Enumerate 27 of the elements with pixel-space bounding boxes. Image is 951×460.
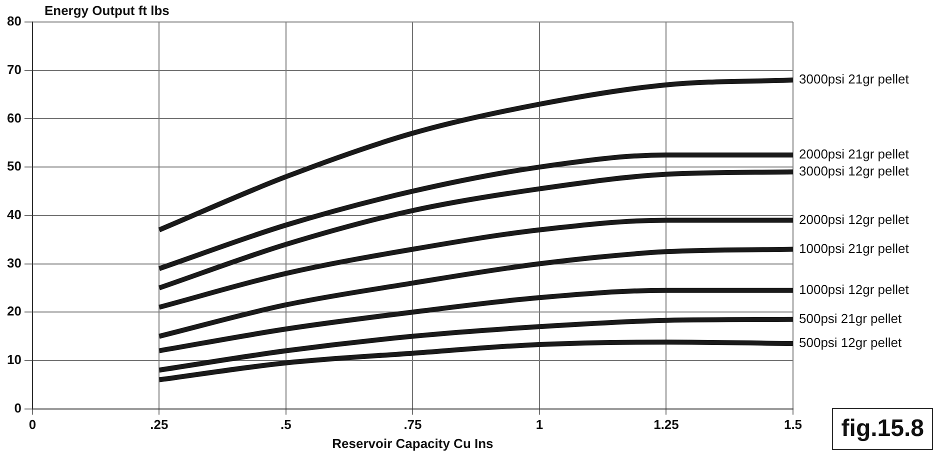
y-tick-label: 0 (14, 400, 22, 416)
series-label: 1000psi 21gr pellet (799, 240, 910, 256)
x-tick-label: 1.5 (784, 417, 802, 432)
series-label: 3000psi 21gr pellet (799, 72, 910, 87)
x-tick-label: .5 (280, 417, 292, 432)
y-tick-label: 10 (6, 352, 22, 368)
y-tick-label: 60 (6, 110, 22, 126)
x-tick-label: 0 (28, 417, 36, 432)
series-label: 500psi 21gr pellet (799, 310, 902, 326)
series-label: 500psi 12gr pellet (799, 335, 902, 350)
series-label: 2000psi 12gr pellet (799, 212, 910, 227)
x-axis-title: Reservoir Capacity Cu Ins (332, 436, 494, 451)
y-tick-label: 50 (6, 158, 22, 174)
y-tick-label: 70 (6, 62, 22, 77)
caption: fig.15.8 (832, 408, 933, 450)
x-tick-label: .75 (404, 417, 422, 432)
y-axis-title: Energy Output ft lbs (44, 3, 170, 18)
x-tick-label: 1 (536, 417, 544, 432)
y-tick-label: 40 (6, 206, 22, 222)
series-label: 3000psi 12gr pellet (799, 163, 910, 178)
y-tick-label: 20 (6, 304, 22, 319)
x-tick-label: 1.25 (654, 417, 679, 432)
y-tick-label: 80 (6, 14, 22, 29)
series-label: 1000psi 12gr pellet (799, 282, 910, 297)
x-tick-label: .25 (150, 417, 168, 432)
series-label: 2000psi 21gr pellet (799, 146, 910, 162)
y-tick-label: 30 (6, 255, 22, 270)
